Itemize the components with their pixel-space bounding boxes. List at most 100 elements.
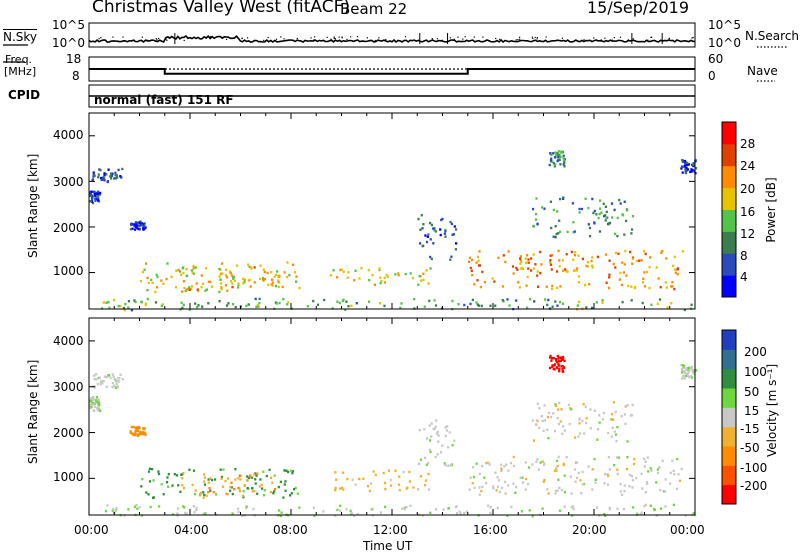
echo-cell: [224, 284, 227, 287]
echo-cell: [121, 167, 124, 171]
echo-cell: [468, 488, 471, 491]
nsearch-dot: [531, 36, 533, 38]
nsearch-dot: [209, 36, 212, 38]
vel-cb-m15: -15: [740, 422, 760, 436]
echo-cell: [422, 223, 425, 226]
power-panel: [88, 112, 737, 312]
echo-cell: [202, 512, 205, 515]
echo-cell: [577, 435, 580, 438]
echo-cell: [556, 417, 559, 420]
echo-cell: [257, 305, 260, 308]
echo-cell: [92, 397, 95, 400]
echo-cell: [473, 283, 476, 286]
echo-cell: [610, 412, 614, 416]
echo-cell: [532, 253, 535, 256]
echo-cell: [563, 429, 566, 432]
echo-cell: [345, 300, 348, 303]
echo-cell: [180, 473, 183, 476]
echo-cell: [451, 233, 454, 237]
echo-cell: [643, 271, 646, 274]
echo-cell: [246, 479, 249, 482]
echo-cell: [549, 354, 552, 358]
echo-cell: [555, 358, 558, 361]
echo-cell: [552, 367, 555, 370]
echo-cell: [556, 210, 559, 213]
echo-cell: [693, 369, 696, 372]
echo-cell: [253, 266, 256, 269]
nsearch-dot: [150, 39, 152, 41]
echo-cell: [97, 197, 100, 201]
echo-cell: [334, 471, 337, 474]
echo-cell: [549, 200, 552, 203]
echo-cell: [90, 200, 94, 203]
echo-cell: [247, 476, 250, 480]
echo-cell: [171, 513, 175, 516]
echo-cell: [254, 482, 257, 485]
echo-cell: [113, 177, 116, 180]
echo-cell: [685, 367, 688, 370]
power-colorbar-swatch: [722, 209, 736, 232]
echo-cell: [542, 463, 546, 467]
echo-cell: [397, 272, 400, 275]
echo-cell: [403, 507, 406, 511]
echo-cell: [430, 223, 433, 227]
echo-cell: [562, 159, 565, 162]
power-colorbar-swatch: [722, 143, 736, 167]
echo-cell: [374, 473, 377, 477]
echo-cell: [271, 481, 274, 484]
echo-cell: [351, 478, 354, 481]
echo-cell: [520, 267, 523, 270]
echo-cell: [147, 281, 150, 285]
echo-cell: [535, 197, 538, 200]
echo-cell: [607, 431, 610, 435]
power-cb-4: 4: [740, 270, 748, 284]
echo-cell: [102, 301, 105, 304]
echo-cell: [222, 468, 225, 471]
echo-cell: [97, 199, 100, 202]
echo-cell: [672, 503, 675, 507]
echo-cell: [512, 455, 515, 459]
echo-cell: [269, 490, 272, 494]
echo-cell: [631, 257, 634, 261]
echo-cell: [277, 485, 280, 489]
echo-cell: [183, 506, 186, 509]
echo-cell: [450, 222, 453, 226]
echo-cell: [444, 464, 447, 467]
echo-cell: [245, 506, 248, 510]
nsearch-dot: [275, 38, 278, 40]
echo-cell: [532, 207, 535, 211]
echo-cell: [450, 255, 453, 258]
echo-cell: [558, 509, 562, 512]
echo-cell: [149, 505, 152, 509]
nsearch-dot: [100, 37, 102, 39]
echo-cell: [557, 356, 560, 359]
echo-cell: [595, 506, 599, 509]
nsearch-dot: [431, 38, 433, 40]
echo-cell: [432, 227, 435, 230]
echo-cell: [417, 217, 420, 221]
echo-cell: [561, 358, 565, 361]
echo-cell: [521, 481, 525, 484]
echo-cell: [93, 174, 96, 177]
echo-cell: [659, 488, 662, 492]
echo-cell: [556, 270, 559, 273]
echo-cell: [291, 470, 295, 473]
echo-cell: [424, 479, 428, 482]
echo-cell: [219, 278, 222, 281]
echo-cell: [262, 277, 265, 280]
echo-cell: [445, 429, 448, 432]
echo-cell: [205, 494, 208, 497]
vel-cb-50: 50: [744, 385, 760, 399]
echo-cell: [682, 366, 685, 369]
echo-cell: [561, 355, 564, 359]
echo-cell: [591, 306, 594, 310]
echo-cell: [631, 478, 634, 482]
echo-cell: [534, 423, 537, 426]
echo-cell: [455, 242, 458, 245]
echo-cell: [578, 422, 581, 425]
echo-cell: [353, 514, 356, 517]
echo-cell: [134, 431, 137, 434]
echo-cell: [554, 156, 557, 159]
echo-cell: [519, 476, 522, 479]
echo-cell: [230, 486, 233, 489]
